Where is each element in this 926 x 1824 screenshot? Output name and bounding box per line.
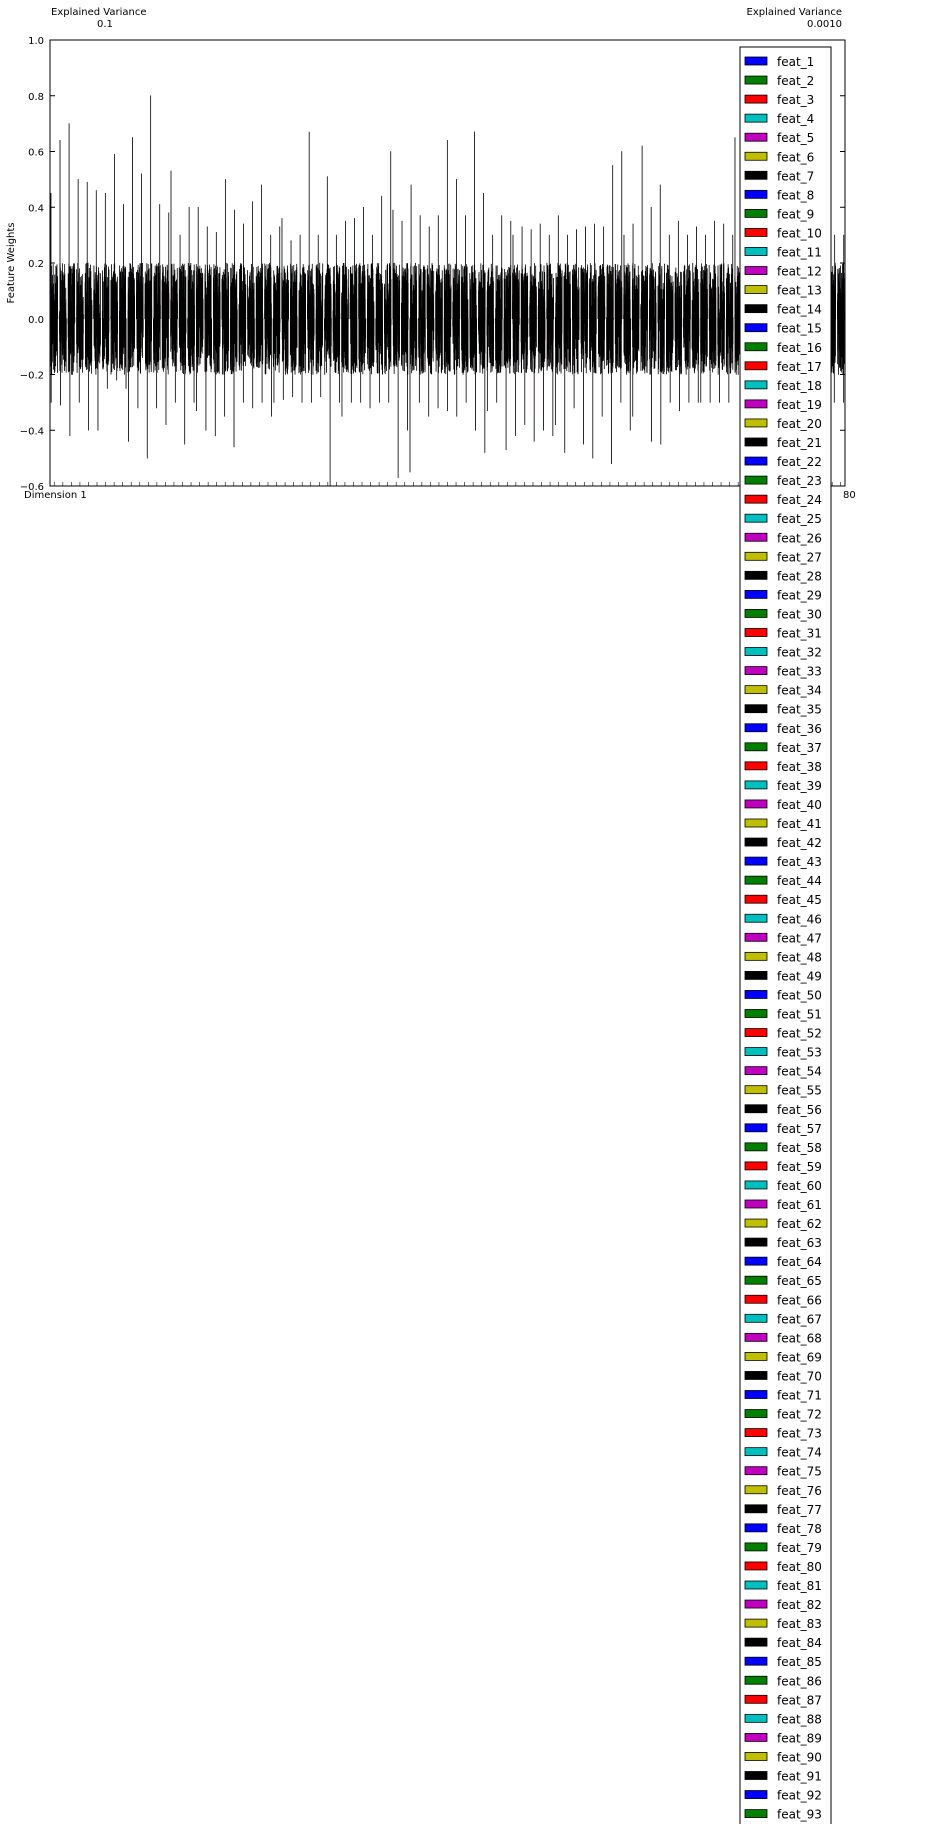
explained-variance-first-value: 0.1 bbox=[97, 19, 113, 30]
explained-variance-last-value: 0.0010 bbox=[807, 19, 842, 30]
explained-variance-last-label: Explained Variance bbox=[747, 7, 842, 18]
explained-variance-label: Explained Variance bbox=[51, 7, 146, 18]
bars-layer bbox=[50, 95, 845, 487]
